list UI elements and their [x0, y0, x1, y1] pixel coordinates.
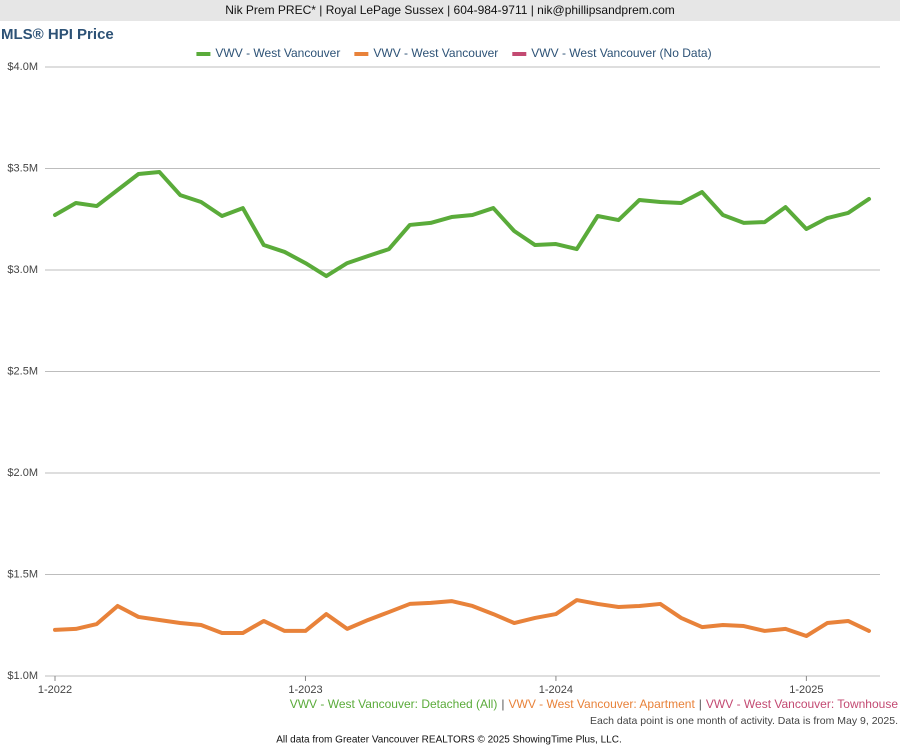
footer-series-labels: VWV - West Vancouver: Detached (All) | VWV… — [290, 697, 899, 711]
x-tick-label: 1-2022 — [38, 684, 72, 696]
legend-label: VWV - West Vancouver — [215, 46, 340, 60]
footnote: Each data point is one month of activity… — [590, 715, 898, 727]
header-text: Nik Prem PREC* | Royal LePage Sussex | 6… — [225, 3, 675, 17]
chart-title: MLS® HPI Price — [1, 26, 114, 43]
y-tick-label: $1.5M — [7, 568, 38, 580]
footer-series-label: VWV - West Vancouver: Apartment — [508, 697, 695, 711]
footer-separator: | — [501, 697, 504, 711]
legend-label: VWV - West Vancouver — [373, 46, 498, 60]
legend-item: VWV - West Vancouver — [354, 46, 498, 60]
footer-series-label: VWV - West Vancouver: Townhouse — [706, 697, 898, 711]
header-bar — [0, 0, 900, 21]
y-tick-label: $3.0M — [7, 264, 38, 276]
legend-label: VWV - West Vancouver (No Data) — [531, 46, 711, 60]
y-tick-label: $1.0M — [7, 670, 38, 682]
series-line — [53, 169, 871, 279]
legend-item: VWV - West Vancouver — [196, 46, 340, 60]
x-tick-label: 1-2024 — [539, 684, 573, 696]
series-line — [53, 598, 871, 639]
footer-separator: | — [699, 697, 702, 711]
y-tick-label: $2.5M — [7, 365, 38, 377]
y-tick-label: $3.5M — [7, 162, 38, 174]
footer-series-label: VWV - West Vancouver: Detached (All) — [290, 697, 498, 711]
x-tick-label: 1-2025 — [789, 684, 823, 696]
legend: VWV - West Vancouver VWV - West Vancouver… — [196, 46, 712, 60]
legend-item: VWV - West Vancouver (No Data) — [512, 46, 712, 60]
source-note: All data from Greater Vancouver REALTORS… — [276, 735, 621, 746]
y-tick-label: $2.0M — [7, 467, 38, 479]
y-tick-label: $4.0M — [7, 61, 38, 73]
x-tick-label: 1-2023 — [288, 684, 322, 696]
